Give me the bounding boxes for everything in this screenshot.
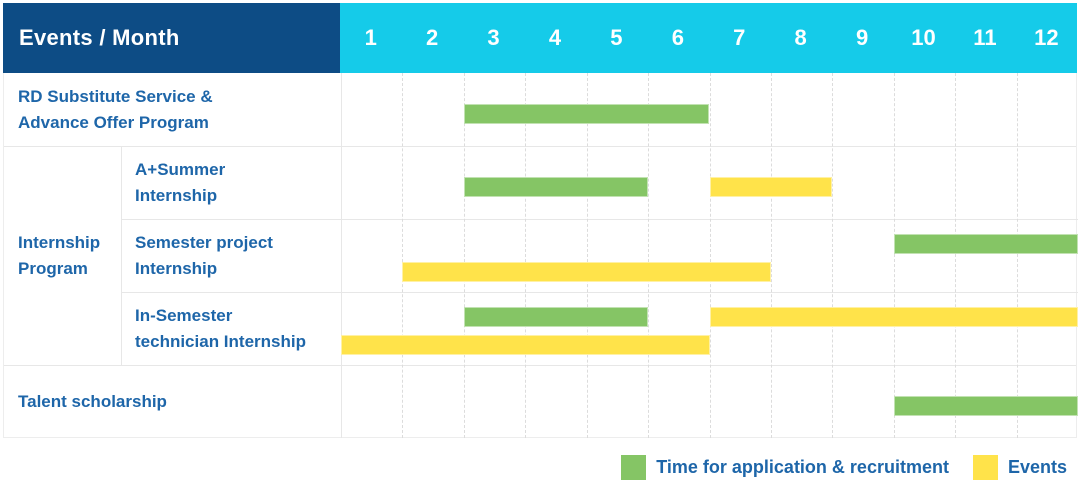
row-separator bbox=[4, 365, 1076, 366]
events-month-header: Events / Month bbox=[3, 3, 340, 73]
month-header-row: 1 2 3 4 5 6 7 8 9 10 11 12 bbox=[340, 3, 1077, 73]
legend-label-events: Events bbox=[1007, 456, 1067, 477]
row-separator bbox=[121, 292, 1078, 293]
month-label: 7 bbox=[733, 25, 746, 50]
month-gridline bbox=[1016, 73, 1018, 438]
month-gridline bbox=[709, 73, 711, 438]
chart-title: Events / Month bbox=[19, 25, 180, 50]
gantt-bar-yellow bbox=[709, 177, 833, 197]
legend-swatch-yellow bbox=[972, 454, 998, 480]
gantt-bar-green bbox=[463, 177, 649, 197]
month-label: 2 bbox=[426, 25, 439, 50]
month-label: 5 bbox=[610, 25, 623, 50]
row-label-rd-substitute: RD Substitute Service & Advance Offer Pr… bbox=[18, 86, 213, 132]
month-gridline bbox=[955, 73, 957, 438]
gantt-bar-yellow bbox=[402, 262, 771, 282]
month-gridline bbox=[893, 73, 895, 438]
gantt-bar-yellow bbox=[341, 335, 710, 355]
month-gridline bbox=[832, 73, 834, 438]
month-gridline bbox=[463, 73, 465, 438]
month-gridline bbox=[648, 73, 650, 438]
month-label: 10 bbox=[911, 25, 936, 50]
month-label: 6 bbox=[671, 25, 684, 50]
row-label-talent-scholarship: Talent scholarship bbox=[18, 391, 167, 411]
row-label-a-plus-summer: A+Summer Internship bbox=[135, 159, 226, 205]
month-label: 1 bbox=[364, 25, 377, 50]
gantt-bar-green bbox=[463, 104, 710, 124]
legend: Time for application & recruitment Event… bbox=[621, 452, 1067, 482]
legend-item-application: Time for application & recruitment bbox=[621, 454, 949, 480]
month-gridline bbox=[586, 73, 588, 438]
month-label: 8 bbox=[794, 25, 807, 50]
month-area bbox=[341, 73, 1078, 438]
events-table: Events / Month 1 2 3 4 5 6 7 8 9 10 11 12 RD Substi… bbox=[3, 3, 1078, 438]
gantt-bar-green bbox=[893, 234, 1078, 254]
gantt-bar-yellow bbox=[709, 307, 1078, 327]
row-separator bbox=[121, 219, 1078, 220]
table-body: RD Substitute Service & Advance Offer Pr… bbox=[3, 73, 1078, 438]
gantt-bar-green bbox=[893, 396, 1078, 416]
month-label: 12 bbox=[1034, 25, 1059, 50]
month-gridline bbox=[402, 73, 404, 438]
month-label: 4 bbox=[548, 25, 562, 50]
row-separator bbox=[4, 146, 1076, 147]
label-month-divider bbox=[341, 73, 342, 438]
gantt-bar-green bbox=[463, 307, 649, 327]
legend-label-application: Time for application & recruitment bbox=[656, 456, 949, 477]
month-gridline bbox=[525, 73, 527, 438]
row-label-semester-project: Semester project Internship bbox=[135, 232, 273, 278]
legend-item-events: Events bbox=[972, 454, 1067, 480]
month-gridline bbox=[770, 73, 772, 438]
month-label: 9 bbox=[855, 25, 869, 50]
legend-swatch-green bbox=[621, 454, 647, 480]
group-label-internship-program: Internship Program bbox=[18, 232, 101, 278]
group-sublabel-divider bbox=[121, 146, 122, 365]
month-label: 11 bbox=[973, 25, 997, 50]
month-label: 3 bbox=[487, 25, 500, 50]
row-label-in-semester-technician: In-Semester technician Internship bbox=[135, 305, 306, 351]
